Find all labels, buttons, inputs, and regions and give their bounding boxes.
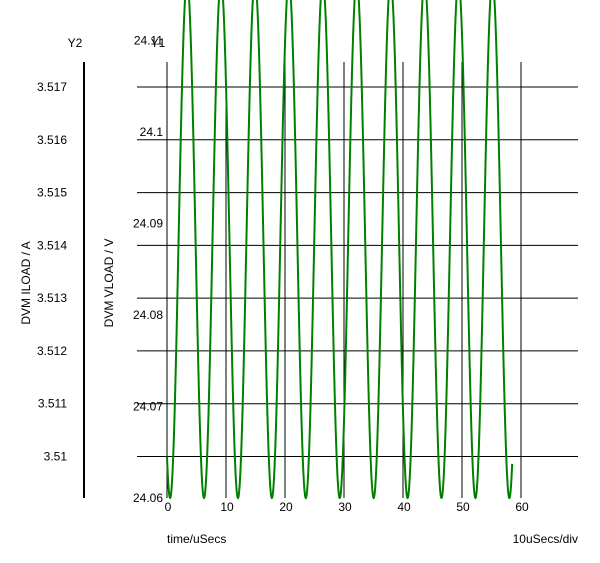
x-tick-label: 40	[397, 500, 411, 514]
y1-tick-label: 24.09	[133, 217, 163, 231]
y2-tick-label: 3.515	[37, 186, 67, 200]
y2-tick-label: 3.516	[37, 133, 67, 147]
y1-axis-title: Y1	[151, 36, 166, 50]
y1-axis-label: DVM VLOAD / V	[102, 239, 116, 328]
y1-tick-label: 24.07	[133, 400, 163, 414]
y2-tick-label: 3.513	[37, 291, 67, 305]
x-scale-note: 10uSecs/div	[513, 532, 578, 546]
y1-tick-label: 24.06	[133, 491, 163, 505]
y2-axis-label: DVM ILOAD / A	[19, 241, 33, 324]
x-axis-label: time/uSecs	[167, 532, 226, 546]
x-tick-label: 0	[165, 500, 172, 514]
y1-tick-label: 24.1	[140, 125, 164, 139]
series-line-dvm-vload	[166, 0, 514, 500]
y2-tick-label: 3.514	[37, 238, 67, 252]
x-tick-label: 60	[515, 500, 529, 514]
x-tick-label: 30	[338, 500, 352, 514]
y1-tick-label: 24.08	[133, 308, 163, 322]
x-tick-label: 10	[220, 500, 234, 514]
x-tick-label: 20	[279, 500, 293, 514]
y1-tick-label: 24.11	[134, 34, 163, 48]
y2-tick-label: 3.512	[37, 344, 67, 358]
y2-tick-label: 3.517	[37, 80, 67, 94]
y2-tick-label: 3.51	[44, 450, 68, 464]
x-tick-label: 50	[456, 500, 470, 514]
y2-tick-label: 3.511	[38, 397, 67, 411]
y2-axis-title: Y2	[68, 36, 83, 50]
